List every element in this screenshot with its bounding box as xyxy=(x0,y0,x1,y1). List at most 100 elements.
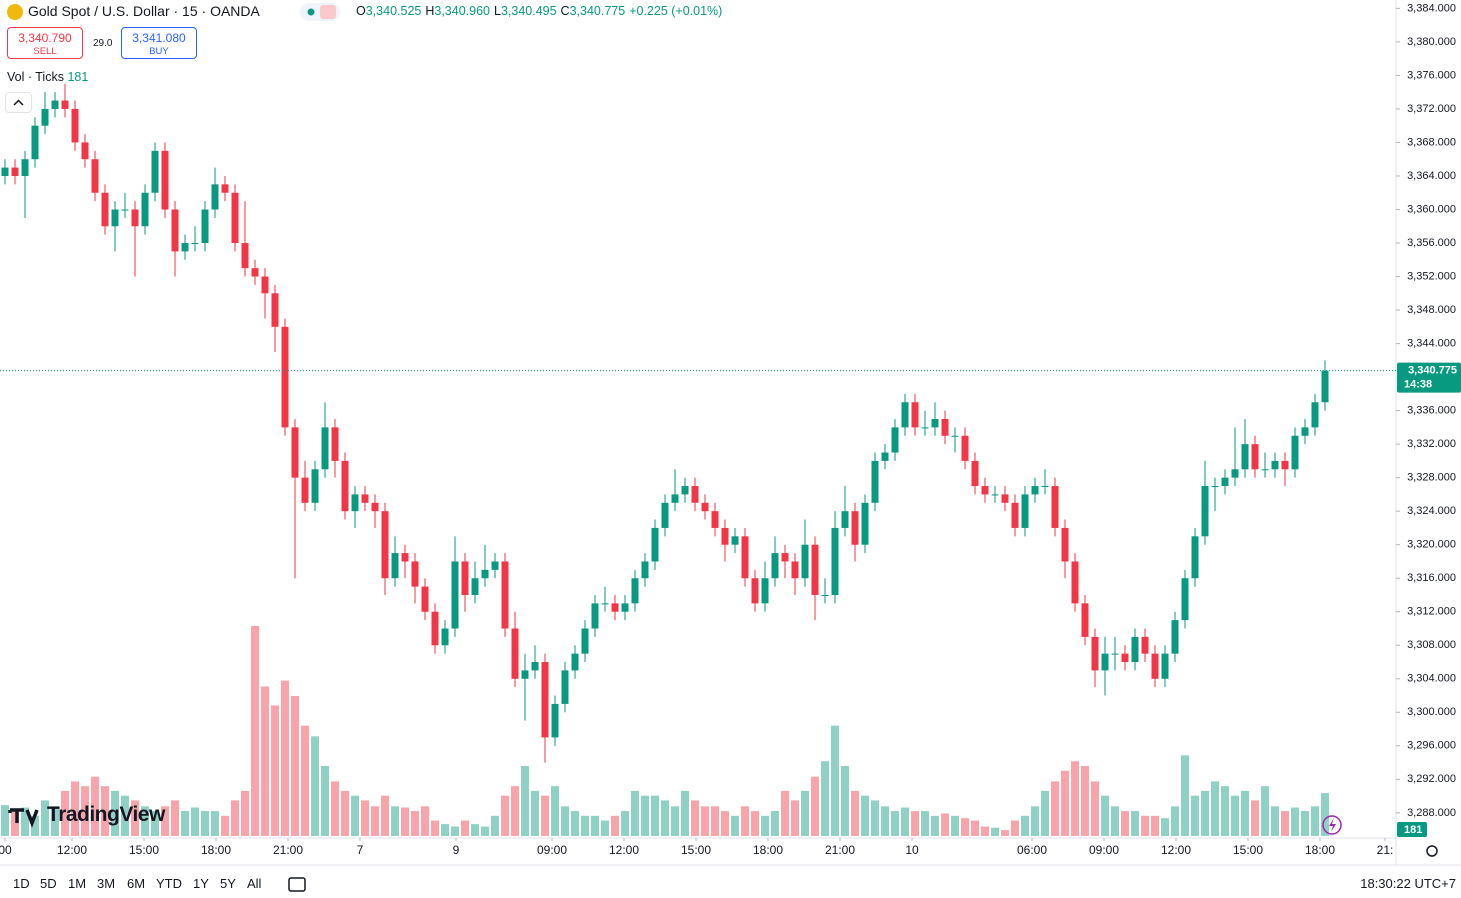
ohlc-key: H xyxy=(425,4,435,18)
volume-bar xyxy=(651,795,659,836)
settings-icon[interactable] xyxy=(1426,845,1438,857)
ohlc-key: C xyxy=(560,4,570,18)
candle-body xyxy=(801,544,809,579)
collapse-button[interactable] xyxy=(5,92,32,113)
volume-bar xyxy=(301,725,309,836)
volume-bar xyxy=(331,781,339,836)
candle-body xyxy=(771,553,779,579)
volume-bar xyxy=(361,800,369,836)
candle-body xyxy=(131,209,139,227)
volume-bar xyxy=(201,811,209,836)
volume-bar xyxy=(161,806,169,836)
candle-body xyxy=(721,527,729,545)
candle-body xyxy=(1141,636,1149,654)
volume-bar xyxy=(671,806,679,836)
candle-body xyxy=(311,469,319,503)
volume-bar xyxy=(841,766,849,836)
candle-body xyxy=(401,553,409,562)
candle-body xyxy=(991,494,999,496)
range-button[interactable]: 5Y xyxy=(220,876,236,891)
volume-bar xyxy=(1081,766,1089,836)
x-tick-label: 21: xyxy=(1377,843,1394,857)
candle-body xyxy=(381,511,389,579)
volume-bar xyxy=(941,813,949,836)
volume-bar xyxy=(1271,806,1279,836)
x-tick-label: 9 xyxy=(453,843,460,857)
range-button[interactable]: 5D xyxy=(40,876,57,891)
y-tick-label: 3,352.000 xyxy=(1407,270,1456,282)
volume-bar xyxy=(691,800,699,836)
volume-bar xyxy=(501,795,509,836)
volume-bar xyxy=(771,811,779,836)
volume-bar xyxy=(1251,800,1259,836)
x-tick-label: 10 xyxy=(905,843,919,857)
candle-body xyxy=(911,402,919,428)
candle-body xyxy=(141,192,149,227)
y-tick-label: 3,288.000 xyxy=(1407,807,1456,819)
candle-body xyxy=(831,527,839,595)
volume-bar xyxy=(731,815,739,836)
x-tick-label: 15:00 xyxy=(1233,843,1263,857)
candle-body xyxy=(121,209,129,211)
candle-body xyxy=(501,561,509,629)
candle-body xyxy=(691,486,699,503)
y-tick-label: 3,324.000 xyxy=(1407,505,1456,517)
volume-bar xyxy=(951,815,959,836)
x-tick-label: 09:00 xyxy=(1089,843,1119,857)
date-range-icon[interactable] xyxy=(288,877,306,892)
sell-button[interactable]: 3,340.790 SELL xyxy=(7,27,83,59)
candle-body xyxy=(1171,620,1179,654)
volume-bar xyxy=(1241,790,1249,836)
candle-body xyxy=(1081,603,1089,637)
volume-bar xyxy=(311,736,319,836)
candle-body xyxy=(1071,561,1079,604)
volume-bar xyxy=(1121,811,1129,836)
candle-body xyxy=(331,427,339,461)
candle-body xyxy=(521,670,529,679)
range-button[interactable]: YTD xyxy=(156,876,182,891)
candle-body xyxy=(241,243,249,269)
clock: 18:30:22 UTC+7 xyxy=(1360,876,1456,891)
x-tick-label: 7 xyxy=(357,843,364,857)
candle-body xyxy=(541,662,549,738)
logo-mark xyxy=(8,808,39,828)
volume-bar xyxy=(71,781,79,836)
range-button[interactable]: 1Y xyxy=(193,876,209,891)
y-tick-label: 3,372.000 xyxy=(1407,103,1456,115)
volume-bar xyxy=(261,686,269,836)
volume-bar xyxy=(1191,795,1199,836)
candle-body xyxy=(1321,370,1329,403)
y-tick-label: 3,332.000 xyxy=(1407,438,1456,450)
candle-body xyxy=(431,611,439,646)
volume-bar xyxy=(891,811,899,836)
volume-bar xyxy=(421,806,429,836)
ohlc-key: L xyxy=(493,4,501,18)
candle-body xyxy=(961,435,969,461)
volume-bar xyxy=(281,680,289,836)
candle-body xyxy=(181,243,189,252)
candle-body xyxy=(561,670,569,704)
range-button[interactable]: 6M xyxy=(127,876,146,891)
candle-body xyxy=(1011,502,1019,528)
alert-icon[interactable] xyxy=(1322,815,1342,835)
buy-button[interactable]: 3,341.080 BUY xyxy=(121,27,197,59)
volume-bar xyxy=(1001,830,1009,836)
volume-bar xyxy=(461,820,469,836)
range-button[interactable]: 1D xyxy=(13,876,30,891)
y-tick-label: 3,356.000 xyxy=(1407,237,1456,249)
lightning xyxy=(1329,818,1336,832)
y-tick-label: 3,316.000 xyxy=(1407,572,1456,584)
range-button[interactable]: All xyxy=(247,876,262,891)
candle-body xyxy=(751,578,759,604)
candle-body xyxy=(661,502,669,528)
candle-body xyxy=(1201,486,1209,537)
volume-bar xyxy=(51,806,59,836)
volume-bar xyxy=(981,826,989,836)
y-tick-label: 3,348.000 xyxy=(1407,304,1456,316)
ohlc-legend: O3,340.525 H3,340.960 L3,340.495 C3,340.775… xyxy=(356,4,722,18)
range-button[interactable]: 1M xyxy=(68,876,87,891)
candle-body xyxy=(111,209,119,227)
range-button[interactable]: 3M xyxy=(97,876,116,891)
volume-bar xyxy=(531,790,539,836)
